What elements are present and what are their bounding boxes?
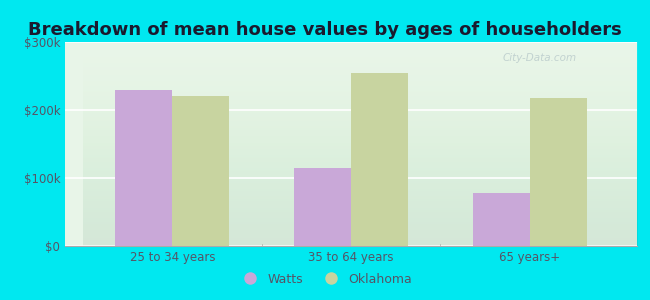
Bar	[294, 168, 351, 246]
Bar	[351, 73, 408, 246]
Text: City-Data.com: City-Data.com	[502, 53, 577, 63]
Bar	[172, 96, 229, 246]
Legend: Watts, Oklahoma: Watts, Oklahoma	[233, 268, 417, 291]
Bar	[473, 193, 530, 246]
Text: Breakdown of mean house values by ages of householders: Breakdown of mean house values by ages o…	[28, 21, 622, 39]
Bar	[115, 90, 172, 246]
Bar	[530, 98, 587, 246]
